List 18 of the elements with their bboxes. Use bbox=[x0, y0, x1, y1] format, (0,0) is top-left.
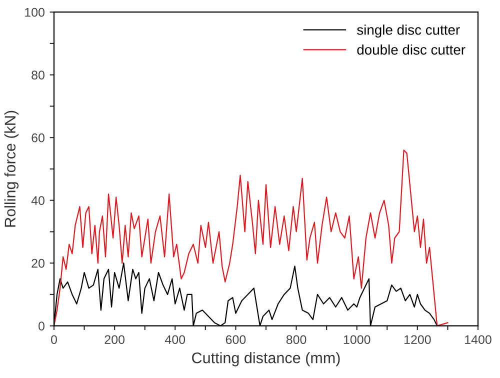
legend-label: single disc cutter bbox=[357, 24, 460, 38]
x-tick-label: 600 bbox=[226, 335, 246, 344]
x-tick-label: 800 bbox=[286, 335, 306, 344]
y-tick-label: 80 bbox=[32, 70, 44, 80]
x-axis-title: Cutting distance (mm) bbox=[192, 352, 340, 366]
x-tick-label: 200 bbox=[104, 335, 125, 344]
legend-label: double disc cutter bbox=[357, 44, 466, 55]
y-tick-label: 0 bbox=[38, 322, 44, 330]
y-tick-label: 40 bbox=[31, 196, 44, 205]
y-tick-label: 100 bbox=[25, 8, 44, 17]
x-tick-label: 1000 bbox=[344, 335, 370, 344]
x-tick-label: 0 bbox=[51, 335, 57, 344]
y-tick-label: 20 bbox=[32, 258, 44, 268]
x-tick-label: 1200 bbox=[404, 335, 431, 344]
x-tick-label: 1400 bbox=[465, 335, 492, 344]
x-tick-label: 400 bbox=[165, 335, 186, 344]
y-tick-label: 60 bbox=[32, 133, 44, 142]
y-axis-title: Rolling force (kN) bbox=[4, 110, 19, 227]
